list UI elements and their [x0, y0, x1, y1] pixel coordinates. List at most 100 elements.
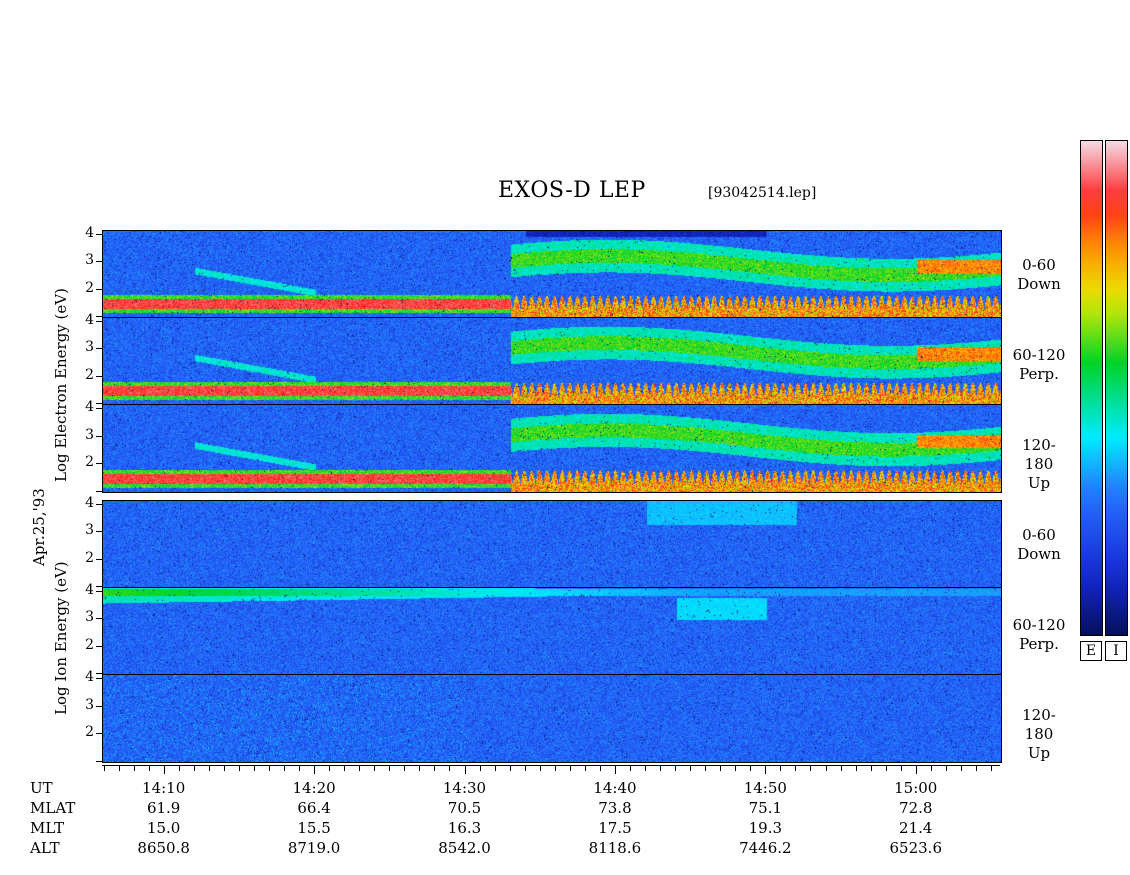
ephemeris-value: 15.5 — [297, 819, 331, 837]
x-tick-mark — [945, 766, 947, 771]
x-tick-mark — [163, 766, 165, 774]
ion-up-spectrogram — [102, 674, 1002, 763]
y-tick-label: 3 — [85, 252, 94, 269]
x-tick-mark — [253, 766, 255, 771]
y-tick-mark — [96, 288, 102, 290]
y-tick-label: 2 — [85, 549, 94, 566]
ephemeris-value: 14:10 — [142, 779, 186, 797]
ion-colorbar — [1105, 140, 1128, 636]
x-tick-mark — [675, 766, 677, 771]
y-tick-mark — [96, 321, 102, 323]
x-tick-mark — [825, 766, 827, 771]
panel-label-ion-up: 120-180 Up — [1022, 706, 1056, 762]
ephemeris-value: 7446.2 — [739, 839, 792, 857]
x-tick-mark — [193, 766, 195, 771]
electron-colorbar — [1080, 140, 1103, 636]
ephemeris-value: 19.3 — [748, 819, 783, 837]
x-tick-mark — [329, 766, 331, 771]
y-tick-mark — [96, 491, 102, 492]
ephemeris-row-name: ALT — [30, 839, 60, 857]
x-tick-mark — [389, 766, 391, 771]
y-tick-mark — [96, 531, 102, 533]
y-tick-label: 2 — [85, 636, 94, 653]
x-tick-mark — [915, 766, 917, 774]
y-tick-mark — [96, 673, 102, 674]
file-name: [93042514.lep] — [708, 185, 817, 201]
x-tick-mark — [223, 766, 225, 771]
y-tick-label: 4 — [85, 399, 94, 416]
x-tick-mark — [509, 766, 511, 771]
ion-axis-label: Log Ion Energy (eV) — [52, 561, 70, 715]
x-tick-mark — [795, 766, 797, 771]
y-tick-mark — [96, 261, 102, 263]
y-tick-label: 4 — [85, 669, 94, 686]
ephemeris-value: 73.8 — [598, 799, 632, 817]
ion-colorbar-label: I — [1105, 641, 1127, 661]
ephemeris-value: 15:00 — [894, 779, 938, 797]
panel-label-ion-down: 0-60 Down — [1017, 526, 1061, 563]
ephemeris-value: 15.0 — [146, 819, 181, 837]
y-tick-label: 2 — [85, 454, 94, 471]
y-tick-mark — [96, 586, 102, 587]
x-tick-mark — [238, 766, 240, 771]
ephemeris-row-name: MLAT — [30, 799, 76, 817]
x-tick-mark — [554, 766, 556, 771]
x-tick-mark — [584, 766, 586, 771]
y-tick-mark — [96, 403, 102, 404]
ephemeris-value: 8719.0 — [287, 839, 341, 857]
ephemeris-value: 72.8 — [899, 799, 933, 817]
x-tick-mark — [614, 766, 616, 774]
ephemeris-value: 66.4 — [297, 799, 331, 817]
y-tick-mark — [96, 316, 102, 317]
x-tick-mark — [990, 766, 992, 771]
ephemeris-value: 8118.6 — [588, 839, 642, 857]
ephemeris-value: 6523.6 — [889, 839, 943, 857]
x-tick-mark — [133, 766, 135, 771]
y-tick-mark — [96, 234, 102, 236]
y-tick-mark — [96, 375, 102, 377]
ephemeris-value: 75.1 — [748, 799, 783, 817]
electron-perp-spectrogram — [102, 317, 1002, 405]
y-tick-label: 4 — [85, 225, 94, 242]
x-tick-mark — [885, 766, 887, 771]
x-tick-mark — [494, 766, 496, 771]
ephemeris-row-name: UT — [30, 779, 53, 797]
x-tick-mark — [314, 766, 316, 774]
y-tick-label: 2 — [85, 724, 94, 741]
electron-down-spectrogram — [102, 230, 1002, 318]
y-tick-mark — [96, 504, 102, 506]
y-tick-mark — [96, 645, 102, 647]
x-tick-mark — [645, 766, 646, 771]
x-tick-mark — [464, 766, 466, 774]
ion-down-spectrogram — [102, 500, 1002, 588]
x-tick-mark — [569, 766, 571, 771]
chart-title: EXOS-D LEP — [498, 178, 646, 203]
x-tick-mark — [750, 766, 752, 771]
x-tick-mark — [118, 766, 120, 771]
x-tick-mark — [960, 766, 962, 771]
y-tick-label: 2 — [85, 366, 94, 383]
x-tick-mark — [359, 766, 361, 771]
x-tick-mark — [870, 766, 872, 771]
panel-label-electron-up: 120-180 Up — [1022, 436, 1056, 492]
ephemeris-value: 61.9 — [146, 799, 181, 817]
y-tick-label: 3 — [85, 522, 94, 539]
x-axis-line — [102, 765, 1000, 766]
y-tick-label: 3 — [85, 426, 94, 443]
x-tick-mark — [434, 766, 436, 771]
ephemeris-value: 14:30 — [442, 779, 487, 797]
x-tick-mark — [735, 766, 737, 771]
x-tick-mark — [855, 766, 857, 771]
x-tick-mark — [840, 766, 842, 771]
y-tick-label: 2 — [85, 279, 94, 296]
ephemeris-value: 17.5 — [598, 819, 632, 837]
x-tick-mark — [208, 766, 210, 771]
x-tick-mark — [660, 766, 662, 771]
x-tick-mark — [930, 766, 932, 771]
electron-axis-label: Log Electron Energy (eV) — [52, 288, 70, 482]
y-tick-mark — [96, 761, 102, 762]
x-tick-mark — [449, 766, 451, 771]
date-label: Apr.25,'93 — [30, 488, 48, 566]
ephemeris-value: 14:40 — [593, 779, 637, 797]
x-tick-mark — [810, 766, 812, 771]
